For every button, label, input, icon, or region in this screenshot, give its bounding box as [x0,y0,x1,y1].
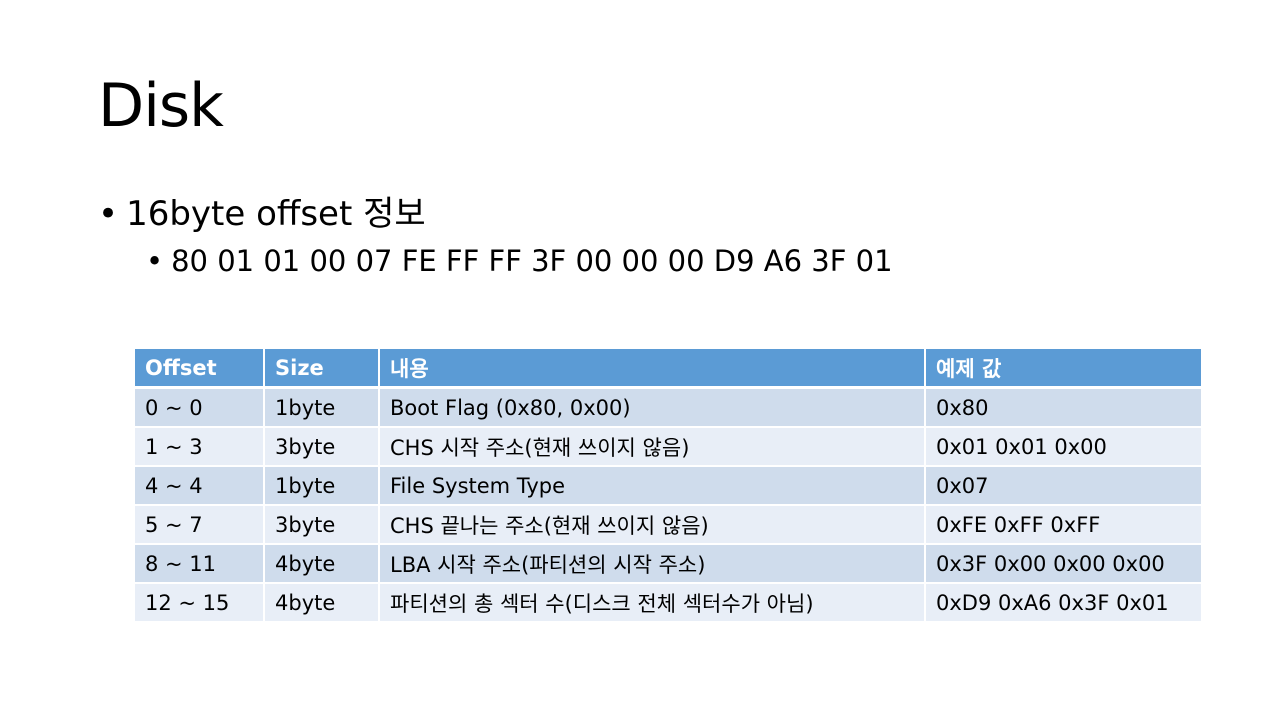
cell-content: LBA 시작 주소(파티션의 시작 주소) [379,544,926,584]
cell-content: Boot Flag (0x80, 0x00) [379,387,926,428]
header-offset: Offset [135,349,265,389]
table-header-row: Offset Size 내용 예제 값 [135,349,1203,389]
header-size: Size [264,349,380,389]
header-content: 내용 [379,349,926,389]
cell-offset: 4 ~ 4 [135,466,265,506]
cell-example-value: 0x07 [925,466,1203,506]
partition-entry-table: Offset Size 내용 예제 값 0 ~ 0 1byte Boot Fla… [135,349,1203,623]
cell-size: 4byte [264,544,380,584]
cell-size: 4byte [264,583,380,623]
bullet-dot-icon: • [146,244,164,278]
cell-content: File System Type [379,466,926,506]
table-row: 12 ~ 15 4byte 파티션의 총 섹터 수(디스크 전체 섹터수가 아님… [135,583,1203,623]
cell-content: CHS 끝나는 주소(현재 쓰이지 않음) [379,505,926,545]
table-row: 0 ~ 0 1byte Boot Flag (0x80, 0x00) 0x80 [135,387,1203,428]
cell-offset: 5 ~ 7 [135,505,265,545]
cell-example-value: 0xD9 0xA6 0x3F 0x01 [925,583,1203,623]
bullet-dot-icon: • [98,194,119,234]
cell-size: 3byte [264,427,380,467]
cell-size: 3byte [264,505,380,545]
bullet-level-1-text: 16byte offset 정보 [126,194,426,234]
cell-example-value: 0x3F 0x00 0x00 0x00 [925,544,1203,584]
header-example-value: 예제 값 [925,349,1203,389]
cell-example-value: 0x01 0x01 0x00 [925,427,1203,467]
cell-size: 1byte [264,387,380,428]
cell-content: CHS 시작 주소(현재 쓰이지 않음) [379,427,926,467]
table-row: 1 ~ 3 3byte CHS 시작 주소(현재 쓰이지 않음) 0x01 0x… [135,427,1203,467]
cell-example-value: 0xFE 0xFF 0xFF [925,505,1203,545]
cell-offset: 0 ~ 0 [135,387,265,428]
table-row: 4 ~ 4 1byte File System Type 0x07 [135,466,1203,506]
table-row: 5 ~ 7 3byte CHS 끝나는 주소(현재 쓰이지 않음) 0xFE 0… [135,505,1203,545]
bullet-level-1: • 16byte offset 정보 [98,193,426,235]
slide-title: Disk [98,71,224,141]
cell-size: 1byte [264,466,380,506]
cell-offset: 8 ~ 11 [135,544,265,584]
cell-offset: 1 ~ 3 [135,427,265,467]
cell-offset: 12 ~ 15 [135,583,265,623]
bullet-level-2-text: 80 01 01 00 07 FE FF FF 3F 00 00 00 D9 A… [171,244,893,278]
cell-content: 파티션의 총 섹터 수(디스크 전체 섹터수가 아님) [379,583,926,623]
cell-example-value: 0x80 [925,387,1203,428]
bullet-level-2: • 80 01 01 00 07 FE FF FF 3F 00 00 00 D9 … [146,242,893,280]
table-row: 8 ~ 11 4byte LBA 시작 주소(파티션의 시작 주소) 0x3F … [135,544,1203,584]
